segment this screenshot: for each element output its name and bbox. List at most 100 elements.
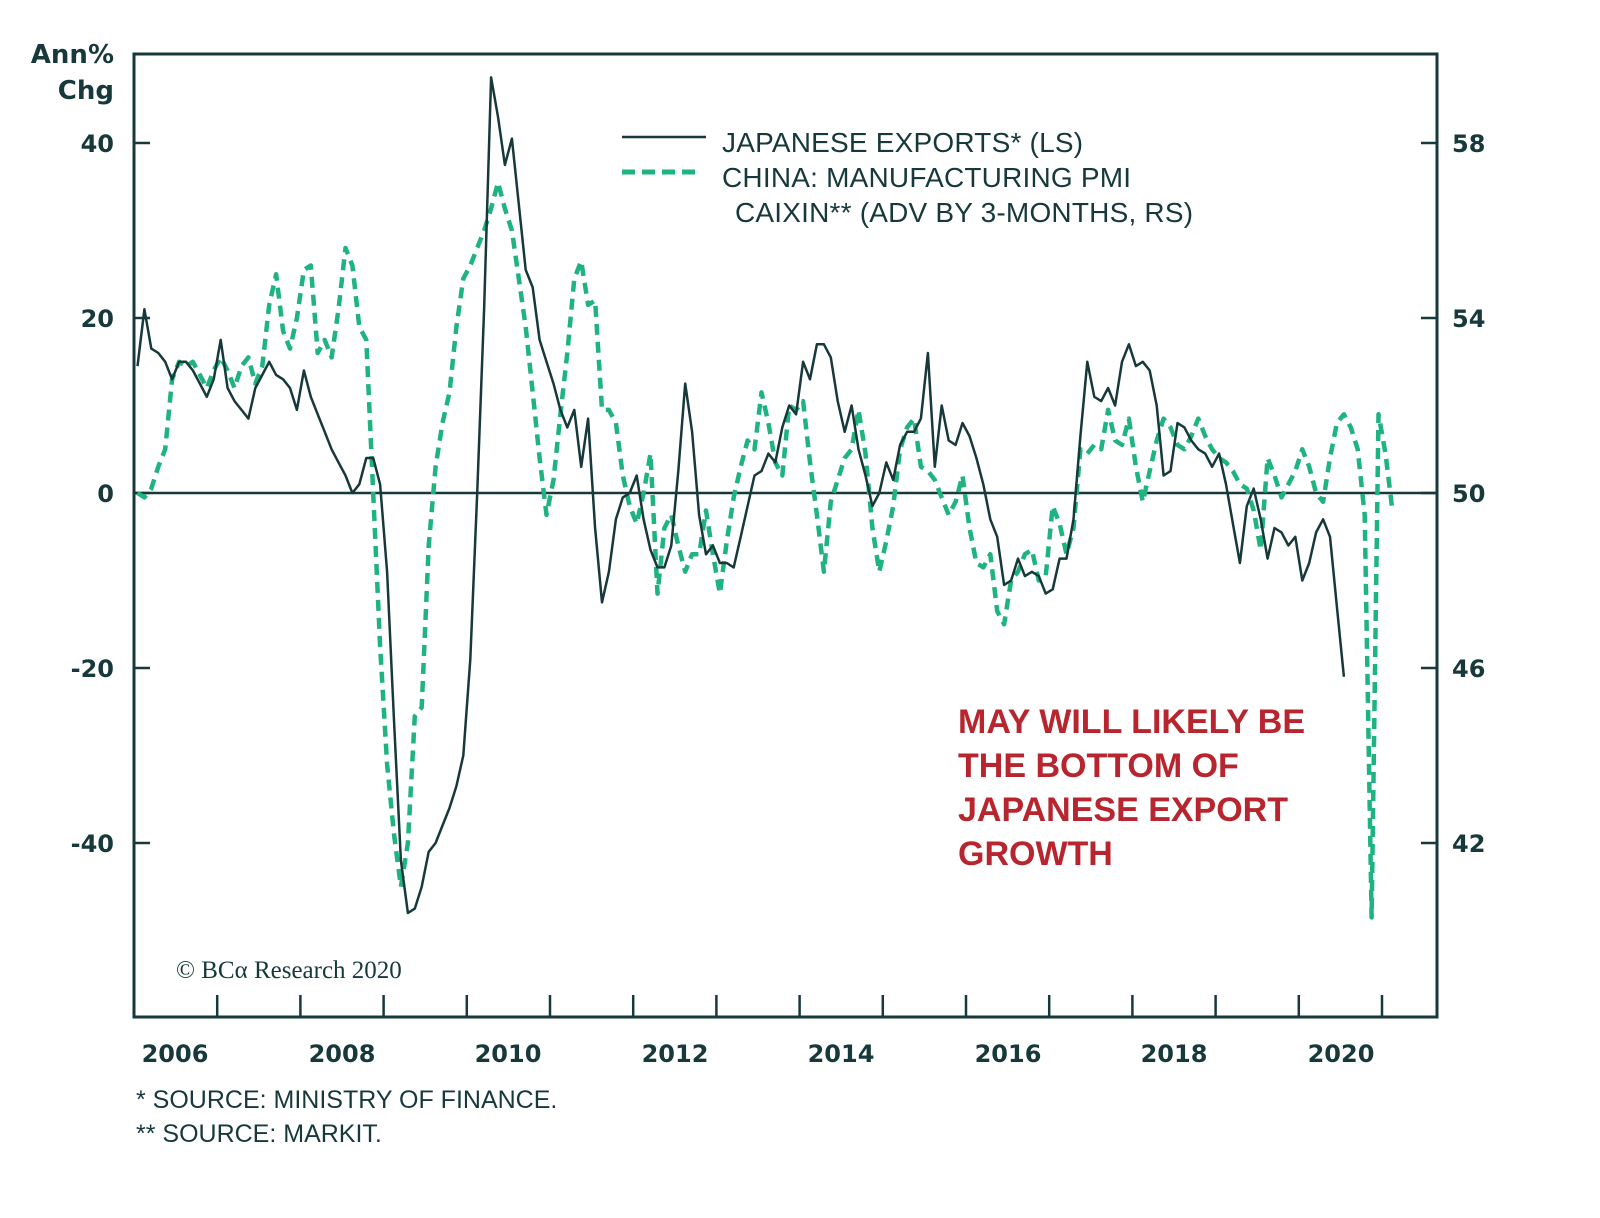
china-pmi-point	[601, 408, 604, 411]
japanese-exports-point	[365, 457, 368, 460]
china-pmi-point	[607, 408, 610, 411]
china-pmi-point	[503, 207, 506, 210]
china-pmi-point	[233, 387, 236, 390]
china-pmi-point	[899, 448, 902, 451]
japanese-exports-point	[566, 426, 569, 429]
japanese-exports-point	[705, 553, 708, 556]
x-tick-label: 2018	[1141, 1040, 1208, 1068]
china-pmi-point	[205, 387, 208, 390]
china-pmi-point	[226, 369, 229, 372]
china-pmi-point	[1197, 417, 1200, 420]
china-pmi-point	[393, 833, 396, 836]
japanese-exports-point	[843, 430, 846, 433]
china-pmi-point	[996, 610, 999, 613]
japanese-exports-point	[1155, 404, 1158, 407]
china-pmi-point	[815, 513, 818, 516]
china-pmi-point	[1266, 457, 1269, 460]
china-pmi-point	[462, 277, 465, 280]
japanese-exports-point	[302, 369, 305, 372]
x-tick-label: 2010	[475, 1040, 542, 1068]
japanese-exports-point	[316, 413, 319, 416]
japanese-exports-point	[1238, 562, 1241, 565]
china-pmi-point	[510, 229, 513, 232]
china-pmi-point	[476, 247, 479, 250]
china-pmi-point	[1107, 408, 1110, 411]
china-pmi-point	[829, 500, 832, 503]
japanese-exports-point	[295, 408, 298, 411]
japanese-exports-point	[330, 448, 333, 451]
japanese-exports-point	[240, 408, 243, 411]
japanese-exports-point	[1204, 452, 1207, 455]
china-pmi-point	[559, 413, 562, 416]
japanese-exports-point	[143, 308, 146, 311]
china-pmi-point	[809, 461, 812, 464]
china-pmi-point	[157, 465, 160, 468]
china-pmi-point	[940, 496, 943, 499]
japanese-exports-point	[448, 807, 451, 810]
china-pmi-point	[1363, 513, 1366, 516]
china-pmi-point	[913, 417, 916, 420]
china-pmi-point	[372, 492, 375, 495]
japanese-exports-point	[282, 378, 285, 381]
japanese-exports-point	[1169, 470, 1172, 473]
china-pmi-point	[240, 365, 243, 368]
china-pmi-point	[1065, 553, 1068, 556]
japanese-exports-point	[538, 338, 541, 341]
china-pmi-point	[1023, 553, 1026, 556]
japanese-exports-point	[926, 352, 929, 355]
china-pmi-point	[1259, 548, 1262, 551]
china-pmi-point	[795, 408, 798, 411]
japanese-exports-point	[420, 885, 423, 888]
japanese-exports-point	[878, 492, 881, 495]
china-pmi-point	[594, 299, 597, 302]
china-pmi-point	[275, 273, 278, 276]
china-pmi-point	[1231, 470, 1234, 473]
china-pmi-point	[178, 360, 181, 363]
china-pmi-point	[614, 422, 617, 425]
china-pmi-point	[212, 369, 215, 372]
right-tick-label: 42	[1452, 830, 1485, 858]
japanese-exports-point	[836, 400, 839, 403]
annotation: MAY WILL LIKELY BE THE BOTTOM OF JAPANES…	[958, 703, 1305, 873]
japanese-exports-point	[524, 268, 527, 271]
china-pmi-point	[1030, 548, 1033, 551]
japanese-exports-point	[503, 163, 506, 166]
japanese-exports-point	[691, 430, 694, 433]
japanese-exports-point	[642, 518, 645, 521]
japanese-exports-point	[725, 562, 728, 565]
japanese-exports-point	[954, 443, 957, 446]
japanese-exports-point	[670, 544, 673, 547]
china-pmi-point	[947, 513, 950, 516]
china-pmi-point	[1356, 448, 1359, 451]
japanese-exports-point	[413, 907, 416, 910]
china-pmi-point	[497, 181, 500, 184]
china-pmi-point	[143, 496, 146, 499]
china-pmi-point	[968, 527, 971, 530]
japanese-exports-point	[892, 478, 895, 481]
china-pmi-point	[850, 448, 853, 451]
japanese-exports-point	[198, 382, 201, 385]
china-pmi-point	[441, 422, 444, 425]
japanese-exports-point	[822, 343, 825, 346]
japanese-exports-point	[899, 443, 902, 446]
china-pmi-point	[316, 352, 319, 355]
china-pmi-point	[781, 474, 784, 477]
china-pmi-point	[413, 715, 416, 718]
china-pmi-point	[649, 452, 652, 455]
x-tick-label: 2006	[142, 1040, 209, 1068]
china-pmi-point	[711, 553, 714, 556]
japanese-exports-point	[1086, 360, 1089, 363]
legend-label-china-pmi-line-1: CHINA: MANUFACTURING PMI	[722, 162, 1131, 193]
china-pmi-point	[670, 513, 673, 516]
japanese-exports-point	[996, 535, 999, 538]
china-pmi-point	[767, 422, 770, 425]
china-pmi-point	[1079, 448, 1082, 451]
japanese-exports-point	[344, 474, 347, 477]
china-pmi-point	[1204, 435, 1207, 438]
china-pmi-point	[309, 264, 312, 267]
china-pmi-point	[1183, 448, 1186, 451]
japanese-exports-point	[226, 387, 229, 390]
china-pmi-point	[150, 487, 153, 490]
china-pmi-point	[1155, 439, 1158, 442]
china-pmi-point	[774, 461, 777, 464]
